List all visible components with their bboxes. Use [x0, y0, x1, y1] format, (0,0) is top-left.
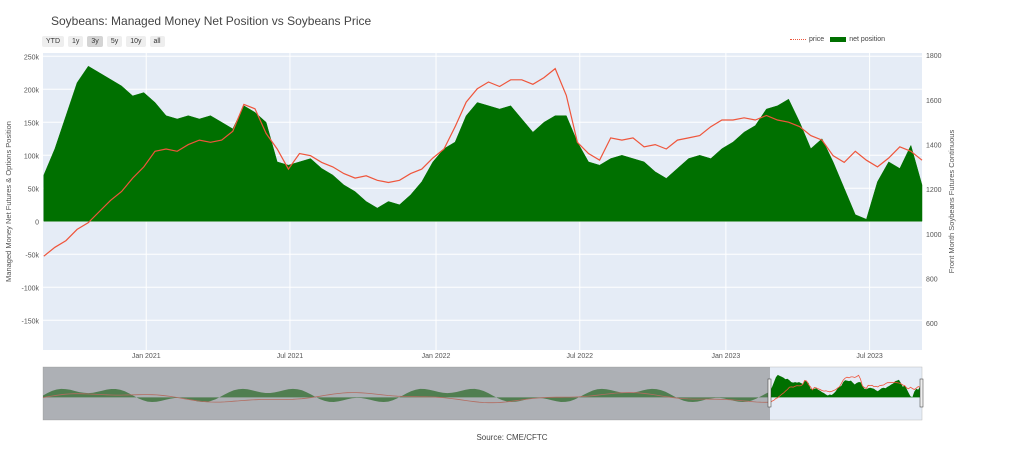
- y2-tick-label: 1400: [926, 143, 942, 150]
- range-button-ytd[interactable]: YTD: [42, 36, 64, 47]
- x-tick-label: Jul 2021: [277, 353, 304, 360]
- source-note: Source: CME/CFTC: [476, 433, 548, 442]
- y2-tick-label: 1200: [926, 187, 942, 194]
- legend-item-price[interactable]: price: [790, 36, 824, 43]
- legend: price net position: [790, 36, 885, 43]
- y-tick-label: 0: [35, 219, 39, 226]
- y2-tick-label: 1000: [926, 232, 942, 239]
- legend-net-label: net position: [849, 36, 885, 43]
- range-button-1y[interactable]: 1y: [68, 36, 84, 47]
- range-slider[interactable]: [42, 366, 924, 421]
- x-tick-label: Jan 2023: [711, 353, 740, 360]
- y-axis-title: Managed Money Net Futures & Options Posi…: [4, 121, 13, 282]
- range-button-5y[interactable]: 5y: [106, 36, 123, 47]
- range-button-all[interactable]: all: [149, 36, 165, 47]
- y-tick-label: -150k: [21, 318, 39, 325]
- y2-tick-label: 600: [926, 321, 938, 328]
- range-handle-right[interactable]: [919, 378, 924, 408]
- y-tick-label: 200k: [24, 87, 40, 94]
- legend-net-swatch: [830, 37, 847, 42]
- legend-item-net-position[interactable]: net position: [830, 36, 885, 43]
- y2-tick-label: 800: [926, 277, 938, 284]
- range-button-10y[interactable]: 10y: [126, 36, 146, 47]
- y-tick-label: 100k: [24, 153, 40, 160]
- y2-tick-label: 1600: [926, 98, 942, 105]
- range-selector: YTD 1y 3y 5y 10y all: [42, 36, 165, 47]
- y-tick-label: 250k: [24, 54, 40, 61]
- x-tick-label: Jan 2021: [132, 353, 161, 360]
- range-slider-mask: [43, 367, 770, 420]
- chart-title: Soybeans: Managed Money Net Position vs …: [51, 14, 372, 28]
- y-tick-label: -50k: [25, 252, 39, 259]
- y-tick-label: -100k: [21, 285, 39, 292]
- y-tick-label: 50k: [28, 186, 40, 193]
- range-button-3y[interactable]: 3y: [87, 36, 103, 47]
- legend-price-swatch: [790, 39, 806, 40]
- range-window-line: [769, 374, 923, 403]
- y2-axis-title: Front Month Soybeans Futures Continuous: [947, 130, 956, 274]
- x-tick-label: Jan 2022: [422, 353, 451, 360]
- net-position-area: [43, 65, 923, 222]
- price-line: [43, 67, 923, 257]
- y2-tick-label: 1800: [926, 53, 942, 60]
- x-tick-label: Jul 2023: [856, 353, 883, 360]
- legend-price-label: price: [809, 36, 825, 43]
- range-handle-left[interactable]: [767, 378, 772, 408]
- x-tick-label: Jul 2022: [567, 353, 594, 360]
- y-tick-label: 150k: [24, 120, 40, 127]
- range-window-area: [770, 374, 922, 398]
